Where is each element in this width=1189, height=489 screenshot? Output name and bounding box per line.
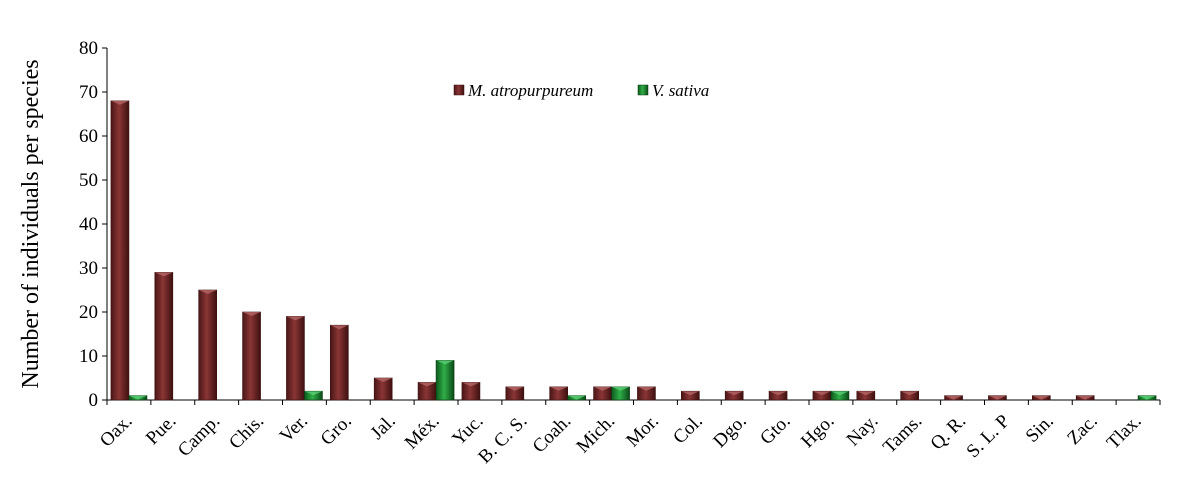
x-tick-label: Coah.	[529, 411, 576, 458]
bar-m-atropurpureum-cap	[944, 395, 963, 400]
bar-m-atropurpureum-cap	[988, 395, 1007, 400]
bar-m-atropurpureum	[242, 311, 261, 401]
bar-m-atropurpureum-cap	[374, 378, 393, 382]
bar-m-atropurpureum	[110, 100, 130, 401]
y-tick-label: 40	[79, 214, 98, 235]
legend-swatch-m-atropurpureum	[453, 84, 465, 96]
bar-m-atropurpureum-cap	[681, 391, 700, 396]
legend-label-m-atropurpureum: M. atropurpureum	[467, 81, 593, 100]
bar-v-sativa-cap	[830, 391, 849, 396]
y-tick-label: 30	[79, 258, 98, 279]
bar-m-atropurpureum-cap	[461, 382, 480, 387]
x-tick-label: B. C. S.	[474, 411, 531, 468]
x-tick-label: Mor.	[622, 411, 663, 452]
bars	[110, 100, 1157, 401]
bar-m-atropurpureum-cap	[418, 382, 437, 387]
bar-m-atropurpureum-cap	[110, 100, 129, 105]
bar-m-atropurpureum-cap	[242, 312, 261, 316]
bar-v-sativa	[435, 360, 455, 401]
bar-m-atropurpureum-cap	[1032, 395, 1051, 400]
legend-swatch-v-sativa	[637, 84, 649, 96]
bar-m-atropurpureum-cap	[286, 316, 305, 321]
x-tick-label: Yuc.	[448, 411, 487, 450]
bar-m-atropurpureum	[198, 289, 217, 401]
x-tick-label: Jal.	[367, 411, 400, 444]
x-tick-label: Ver.	[276, 411, 312, 447]
legend-label-v-sativa: V. sativa	[652, 81, 709, 100]
bar-v-sativa-cap	[304, 391, 323, 396]
x-tick-label: Tlax.	[1103, 411, 1146, 454]
x-tick-label: Col.	[669, 411, 707, 449]
x-tick-label: Camp.	[174, 411, 224, 461]
bar-v-sativa-cap	[436, 360, 455, 365]
x-tick-label: Mich.	[573, 411, 620, 458]
x-tick-label: Méx.	[401, 411, 444, 454]
y-tick-label: 80	[79, 38, 98, 59]
y-tick-label: 10	[79, 346, 98, 367]
bar-m-atropurpureum-cap	[505, 386, 524, 391]
bar-v-sativa-cap	[1138, 395, 1157, 400]
x-tick-label: Tams.	[879, 411, 926, 458]
x-tick-label: Hgo.	[797, 411, 838, 452]
x-tick-label: Sin.	[1022, 411, 1058, 447]
bar-m-atropurpureum-cap	[812, 391, 831, 396]
x-tick-label: Zac.	[1063, 411, 1101, 449]
x-tick-label: Oax.	[96, 411, 137, 452]
bar-v-sativa-cap	[128, 395, 147, 400]
axes	[102, 47, 1161, 405]
bar-m-atropurpureum-cap	[593, 386, 612, 391]
bar-m-atropurpureum-cap	[856, 391, 875, 396]
legend: M. atropurpureum V. sativa	[453, 81, 709, 100]
y-tick-label: 60	[79, 126, 98, 147]
x-tick-label: Pue.	[142, 411, 180, 449]
bar-m-atropurpureum	[286, 316, 305, 401]
bar-m-atropurpureum-cap	[549, 386, 568, 391]
bar-m-atropurpureum-cap	[330, 325, 349, 330]
x-tick-label: Gto.	[756, 411, 794, 449]
y-tick-label: 20	[79, 302, 98, 323]
bar-m-atropurpureum-cap	[154, 272, 173, 277]
bar-m-atropurpureum-cap	[769, 391, 788, 396]
x-tick-label: S. L. P	[963, 411, 1014, 462]
x-tick-label: Nay.	[843, 411, 883, 451]
bar-m-atropurpureum-cap	[637, 386, 656, 391]
bar-m-atropurpureum-cap	[900, 391, 919, 396]
x-tick-label: Gro.	[317, 411, 356, 450]
bar-m-atropurpureum-cap	[198, 290, 217, 294]
x-tick-label: Dgo.	[709, 411, 750, 452]
bar-v-sativa-cap	[567, 395, 586, 400]
bar-m-atropurpureum	[330, 324, 349, 401]
bar-v-sativa-cap	[611, 386, 630, 391]
bar-m-atropurpureum-cap	[725, 391, 744, 396]
y-tick-label: 50	[79, 170, 98, 191]
x-tick-label: Chis.	[225, 411, 268, 454]
y-tick-label: 70	[79, 82, 98, 103]
bar-m-atropurpureum-cap	[1076, 395, 1095, 400]
y-axis-label: Number of individuals per species	[18, 59, 44, 388]
bar-m-atropurpureum	[154, 272, 174, 401]
y-tick-label: 0	[89, 390, 99, 411]
